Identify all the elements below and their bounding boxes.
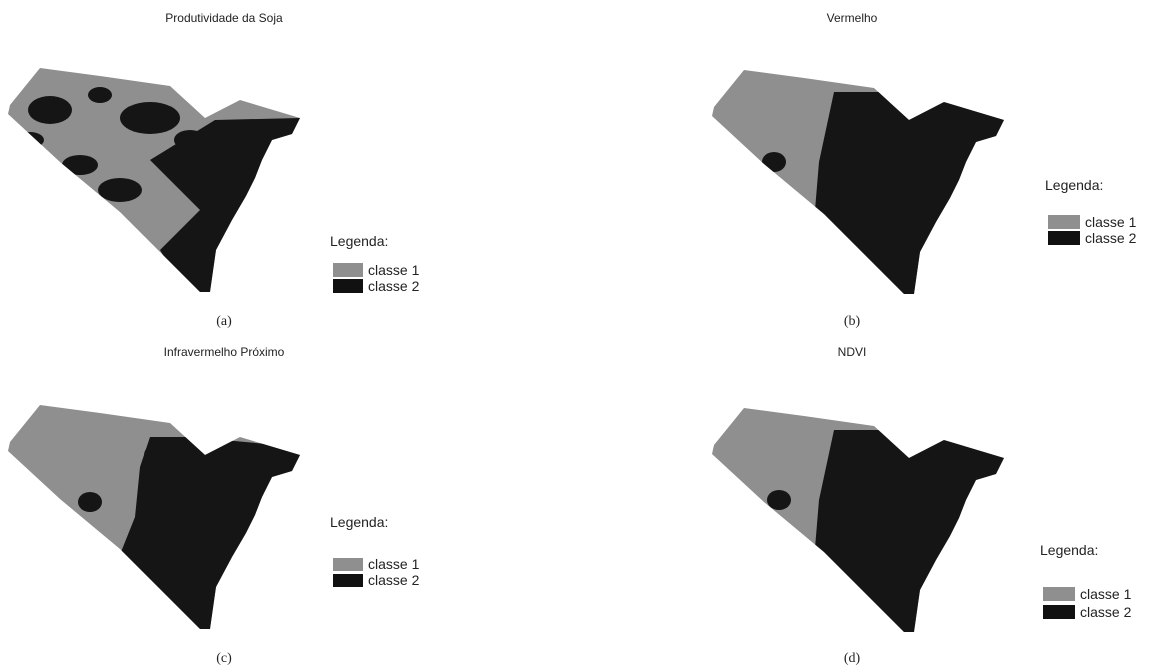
caption: (b) (844, 314, 861, 329)
legend-item: classe 2 (1080, 604, 1132, 620)
panel: NDVI Legenda: classe 1 classe 2 (d) (712, 345, 1132, 666)
legend-swatch (1048, 231, 1080, 245)
legend-item: classe 2 (1085, 230, 1137, 246)
panel-title: Infravermelho Próximo (164, 345, 285, 359)
legend-title: Legenda: (1045, 177, 1103, 193)
legend-title: Legenda: (1040, 542, 1098, 558)
panel: Produtividade da Soja Legenda: classe 1 … (8, 11, 420, 329)
legend-item: classe 1 (368, 262, 420, 278)
legend-title: Legenda: (330, 233, 388, 249)
caption: (a) (216, 314, 232, 329)
map (712, 70, 1004, 294)
legend-item: classe 2 (368, 278, 420, 294)
legend-swatch (1048, 215, 1080, 229)
panel-title: NDVI (838, 345, 867, 359)
map (712, 408, 1004, 632)
legend-item: classe 1 (368, 556, 420, 572)
panel-title: Vermelho (827, 11, 878, 25)
panel-title: Produtividade da Soja (165, 11, 283, 25)
caption: (d) (844, 651, 861, 666)
legend-swatch (1043, 587, 1075, 601)
legend-swatch (333, 279, 363, 293)
map (8, 405, 300, 629)
caption: (c) (216, 651, 232, 666)
legend-item: classe 1 (1085, 214, 1137, 230)
map (8, 68, 300, 292)
legend-swatch (1043, 605, 1075, 619)
legend-swatch (333, 263, 363, 277)
legend-item: classe 2 (368, 572, 420, 588)
legend-title: Legenda: (330, 514, 388, 530)
panel: Vermelho Legenda: classe 1 classe 2 (b) (712, 11, 1137, 329)
panel: Infravermelho Próximo Legenda: classe 1 … (8, 345, 420, 666)
legend-swatch (333, 558, 363, 571)
legend-swatch (333, 574, 363, 587)
legend-item: classe 1 (1080, 586, 1132, 602)
